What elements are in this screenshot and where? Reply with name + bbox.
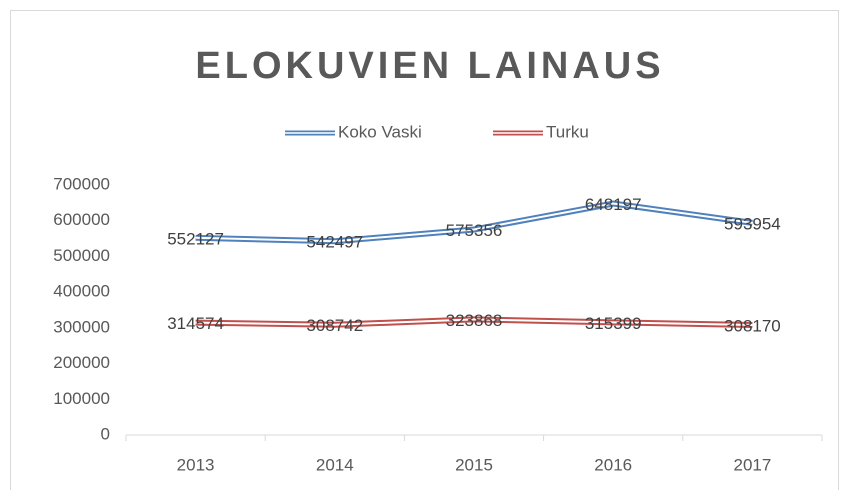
data-label: 648197 <box>585 195 642 214</box>
data-label: 308170 <box>724 316 781 335</box>
data-label: 308742 <box>306 316 363 335</box>
legend-label: Koko Vaski <box>338 122 422 141</box>
y-tick-label: 500000 <box>53 246 110 265</box>
data-label: 593954 <box>724 214 781 233</box>
y-tick-label: 400000 <box>53 282 110 301</box>
data-label: 542497 <box>306 233 363 252</box>
chart-title: ELOKUVIEN LAINAUS <box>195 45 664 87</box>
y-tick-label: 300000 <box>53 317 110 336</box>
legend-label: Turku <box>546 122 589 141</box>
y-tick-label: 600000 <box>53 210 110 229</box>
chart-border <box>10 10 839 490</box>
x-tick-label: 2016 <box>594 455 632 474</box>
x-tick-label: 2014 <box>316 455 354 474</box>
series-line-inner <box>195 202 753 243</box>
data-label: 575356 <box>446 221 503 240</box>
data-label: 315399 <box>585 314 642 333</box>
y-tick-label: 100000 <box>53 389 110 408</box>
data-label: 323868 <box>446 311 503 330</box>
series-line-inner <box>195 318 753 326</box>
x-tick-label: 2017 <box>733 455 771 474</box>
x-tick-label: 2013 <box>177 455 215 474</box>
y-tick-label: 700000 <box>53 174 110 193</box>
data-label: 314574 <box>167 314 224 333</box>
y-tick-label: 200000 <box>53 353 110 372</box>
data-label: 552127 <box>167 229 224 248</box>
y-tick-label: 0 <box>101 424 110 443</box>
x-tick-label: 2015 <box>455 455 493 474</box>
